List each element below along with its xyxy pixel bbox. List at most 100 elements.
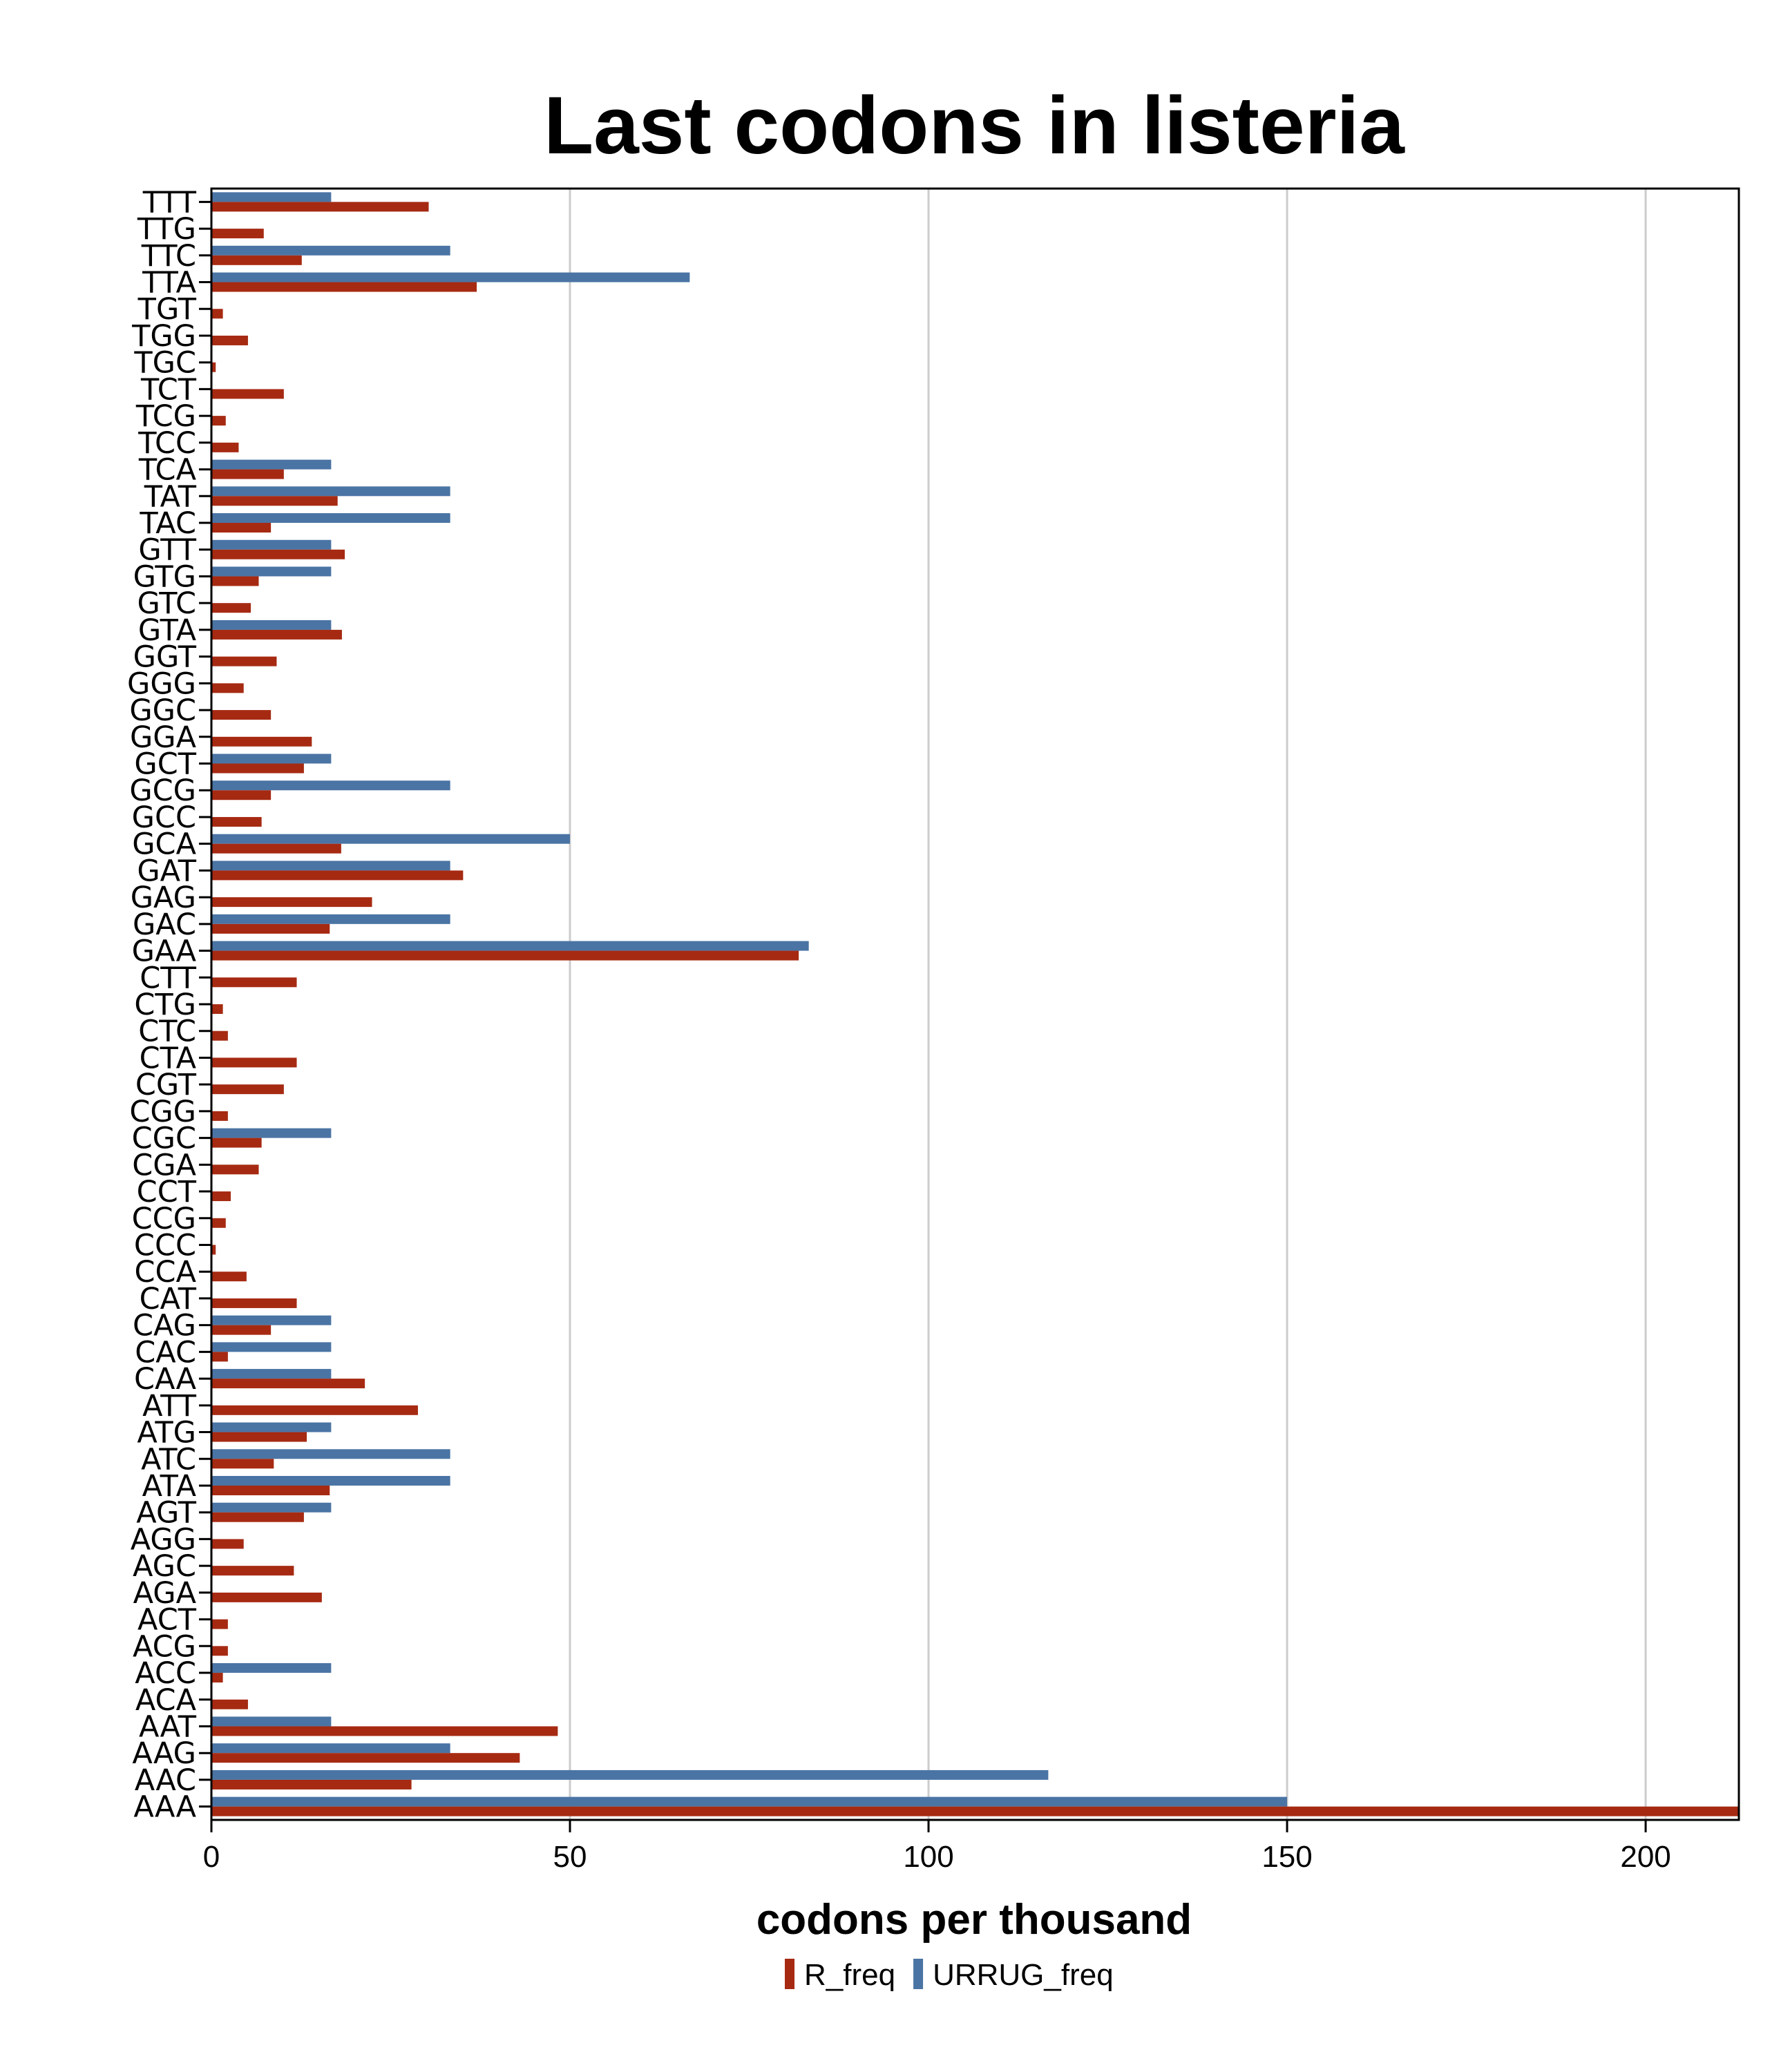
y-tick-label: CAA — [134, 1362, 197, 1397]
bars — [211, 192, 1739, 1816]
y-tick-label: ATA — [142, 1469, 197, 1504]
bar-R_freq-CGA — [211, 1164, 259, 1175]
bar-R_freq-GAC — [211, 923, 330, 934]
bar-URRUG_freq-GTG — [211, 566, 332, 577]
bar-R_freq-GCT — [211, 763, 304, 774]
x-tick-label: 0 — [203, 1840, 220, 1874]
bar-URRUG_freq-GAC — [211, 914, 450, 924]
bar-R_freq-TGT — [211, 309, 223, 319]
y-tick-label: GGC — [129, 693, 196, 728]
bar-URRUG_freq-AAG — [211, 1743, 450, 1754]
x-axis-label: codons per thousand — [756, 1896, 1192, 1944]
y-tick-label: GTT — [138, 533, 196, 568]
bar-R_freq-ACT — [211, 1619, 228, 1629]
y-tick-label: TAT — [144, 479, 197, 514]
bar-R_freq-TTC — [211, 255, 302, 265]
bar-R_freq-TCT — [211, 389, 284, 399]
bar-R_freq-GTA — [211, 629, 342, 640]
y-tick-label: CGA — [132, 1148, 196, 1182]
bar-R_freq-GGA — [211, 736, 312, 747]
bar-R_freq-GAT — [211, 870, 464, 881]
y-tick-label: TTG — [137, 212, 196, 247]
grid-lines — [569, 189, 1647, 1820]
legend-swatch-URRUG_freq — [913, 1959, 924, 1989]
bar-URRUG_freq-CAG — [211, 1315, 332, 1325]
y-tick-label: TGC — [133, 346, 196, 381]
x-tick-label: 100 — [903, 1840, 953, 1874]
y-tick-label: CGT — [135, 1068, 197, 1102]
bar-R_freq-AAT — [211, 1726, 558, 1736]
bar-URRUG_freq-ATG — [211, 1422, 332, 1432]
bar-R_freq-CAT — [211, 1298, 297, 1308]
bar-R_freq-CTG — [211, 1004, 223, 1014]
y-tick-label: AAG — [132, 1736, 196, 1771]
bar-URRUG_freq-GAA — [211, 941, 809, 951]
bar-R_freq-AAG — [211, 1753, 520, 1763]
bar-R_freq-GAA — [211, 950, 799, 961]
bar-R_freq-AAC — [211, 1779, 412, 1790]
plot-frame — [210, 187, 1740, 1821]
bar-R_freq-CCG — [211, 1218, 226, 1228]
y-tick-label: CCT — [137, 1175, 197, 1209]
bar-URRUG_freq-GCG — [211, 780, 450, 791]
y-tick-label: CTT — [140, 961, 197, 995]
bar-R_freq-GCA — [211, 843, 341, 854]
y-tick-label: AAT — [139, 1709, 197, 1744]
bar-R_freq-ATT — [211, 1405, 418, 1415]
bar-R_freq-CGC — [211, 1138, 262, 1148]
bar-R_freq-AGA — [211, 1592, 322, 1602]
y-tick-label: CCA — [135, 1255, 197, 1289]
bar-R_freq-GTT — [211, 549, 345, 559]
bar-R_freq-TTG — [211, 229, 264, 239]
y-tick-label: AGA — [133, 1576, 197, 1611]
bar-R_freq-CGT — [211, 1084, 284, 1095]
bar-URRUG_freq-GCT — [211, 754, 332, 764]
bar-URRUG_freq-CGC — [211, 1128, 332, 1138]
bar-R_freq-AGC — [211, 1566, 294, 1576]
y-axis-ticks: TTTTTGTTCTTATGTTGGTGCTCTTCGTCCTCATATTACG… — [127, 185, 211, 1825]
y-tick-label: TGG — [131, 319, 196, 354]
y-tick-label: AGG — [131, 1522, 196, 1557]
y-tick-label: CAT — [140, 1282, 197, 1316]
bar-R_freq-GTG — [211, 576, 259, 586]
bar-R_freq-ACC — [211, 1673, 223, 1683]
bar-URRUG_freq-GAT — [211, 861, 450, 871]
bar-URRUG_freq-CAC — [211, 1342, 332, 1352]
y-tick-label: ATT — [142, 1389, 197, 1423]
bar-R_freq-CCC — [211, 1245, 216, 1255]
bar-URRUG_freq-TAT — [211, 486, 450, 497]
bar-URRUG_freq-TTC — [211, 245, 450, 256]
y-tick-label: GCC — [132, 800, 196, 835]
bar-R_freq-GCG — [211, 790, 272, 800]
y-tick-label: AGT — [136, 1496, 196, 1531]
bar-R_freq-AAA — [211, 1806, 1739, 1816]
y-tick-label: CGG — [129, 1095, 196, 1129]
bar-R_freq-ATA — [211, 1485, 330, 1495]
y-tick-label: GAC — [133, 908, 196, 942]
y-tick-label: CTA — [140, 1041, 197, 1075]
bar-R_freq-CTT — [211, 977, 297, 988]
bar-URRUG_freq-TCA — [211, 459, 332, 470]
y-tick-label: AAA — [133, 1790, 196, 1825]
bar-R_freq-GTC — [211, 603, 251, 613]
legend-swatch-R_freq — [785, 1959, 794, 1989]
legend-label-R_freq: R_freq — [804, 1958, 895, 1992]
y-tick-label: TTT — [142, 185, 197, 220]
bar-R_freq-CTA — [211, 1057, 297, 1068]
x-tick-label: 150 — [1261, 1840, 1312, 1874]
bar-URRUG_freq-AGT — [211, 1502, 332, 1513]
bar-URRUG_freq-ATC — [211, 1449, 450, 1459]
y-tick-label: GCG — [129, 774, 196, 808]
bar-URRUG_freq-GCA — [211, 834, 571, 844]
x-axis-ticks: 0 50 100 150 200 — [203, 1820, 1671, 1874]
bar-URRUG_freq-AAT — [211, 1716, 332, 1727]
bar-R_freq-ATG — [211, 1432, 307, 1442]
bar-URRUG_freq-GTA — [211, 620, 332, 630]
y-tick-label: GAG — [131, 881, 196, 915]
bar-R_freq-CAA — [211, 1379, 365, 1389]
x-tick-label: 200 — [1620, 1840, 1670, 1874]
y-tick-label: GGG — [127, 666, 196, 701]
bar-URRUG_freq-AAC — [211, 1769, 1049, 1780]
bar-URRUG_freq-TAC — [211, 513, 450, 524]
